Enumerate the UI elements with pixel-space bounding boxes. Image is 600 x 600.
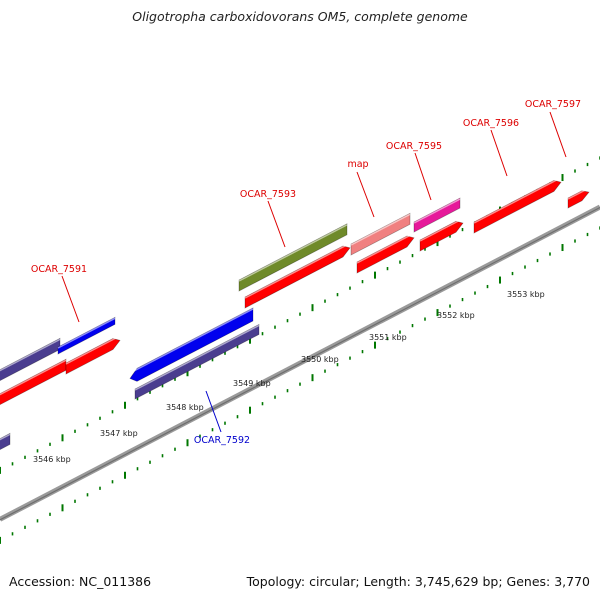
cds-bar-7596-highlight <box>473 177 562 224</box>
backbone-shadow <box>0 206 600 521</box>
gene-label-OCAR_7597: OCAR_7597 <box>525 99 581 110</box>
cds-bar-7593-highlight <box>244 242 351 299</box>
cds-bar-7596[interactable] <box>473 179 562 234</box>
scale-label: 3551 kbp <box>369 333 407 342</box>
map-title: Oligotropha carboxidovorans OM5, complet… <box>132 9 468 24</box>
scale-label: 3549 kbp <box>233 379 271 388</box>
gene-bar-7592-highlight <box>134 324 260 391</box>
leader-line-OCAR_7596 <box>490 129 508 177</box>
cds-bar-7593[interactable] <box>244 245 351 309</box>
genome-summary-text: Topology: circular; Length: 3,745,629 bp… <box>246 574 590 589</box>
cds-bar-7591-highlight <box>65 335 121 365</box>
gene-bar-7595-highlight <box>413 198 461 224</box>
gene-bar-map-highlight <box>350 213 411 246</box>
leader-line-OCAR_7593 <box>267 200 286 248</box>
cds-bar-7597[interactable] <box>567 190 590 209</box>
scale-label: 3548 kbp <box>166 403 204 412</box>
gene-label-map: map <box>347 159 368 170</box>
gene-bar-reverse-lower[interactable] <box>0 432 11 460</box>
gene-labels: OCAR_7591 OCAR_7592 OCAR_7593 map OCAR_7595 O… <box>31 99 581 446</box>
scale-label: 3550 kbp <box>301 355 339 364</box>
gene-label-OCAR_7593: OCAR_7593 <box>240 189 296 200</box>
cds-bar-7595[interactable] <box>419 220 464 252</box>
scale-label: 3553 kbp <box>507 290 545 299</box>
leader-line-OCAR_7591 <box>61 275 80 323</box>
genome-backbone <box>0 204 600 522</box>
cds-bar-7592[interactable] <box>129 307 254 382</box>
gene-bar-7593-highlight <box>238 224 348 282</box>
gene-bar-reverse-lower-highlight <box>0 433 11 441</box>
scale-labels: 3546 kbp 3547 kbp 3548 kbp 3549 kbp 3550 kbp… <box>33 290 545 464</box>
accession-text: Accession: NC_011386 <box>9 574 152 589</box>
cds-bar-map[interactable] <box>356 235 415 274</box>
gene-bar-reverse-highlight <box>0 338 61 372</box>
cds-bar-highlight <box>0 359 67 396</box>
gene-label-OCAR_7596: OCAR_7596 <box>463 118 519 129</box>
gene-label-OCAR_7595: OCAR_7595 <box>386 141 442 152</box>
scale-label: 3547 kbp <box>100 429 138 438</box>
leader-line-OCAR_7592 <box>205 390 222 433</box>
scale-label: 3546 kbp <box>33 455 71 464</box>
leader-line-map <box>356 171 375 218</box>
cds-bar-7597-highlight <box>567 187 590 200</box>
gene-label-OCAR_7591: OCAR_7591 <box>31 264 87 275</box>
cds-bar-7595-highlight <box>419 217 464 242</box>
gene-bar-map[interactable] <box>350 212 411 256</box>
gene-label-OCAR_7592: OCAR_7592 <box>194 435 250 446</box>
leader-line-OCAR_7597 <box>549 111 567 158</box>
cds-bar-map-highlight <box>356 232 415 264</box>
gene-bar-7591-highlight <box>57 317 116 349</box>
gene-bar-7592[interactable] <box>134 323 260 400</box>
scale-label: 3552 kbp <box>437 311 475 320</box>
gene-bar-7593[interactable] <box>238 223 348 292</box>
cds-bar-7591[interactable] <box>65 338 121 375</box>
cds-bar-7592-highlight <box>129 308 254 374</box>
leader-line-OCAR_7595 <box>414 152 432 201</box>
gene-features[interactable] <box>0 177 590 460</box>
gene-bar-7595[interactable] <box>413 197 461 233</box>
lower-tick-track <box>0 226 600 544</box>
